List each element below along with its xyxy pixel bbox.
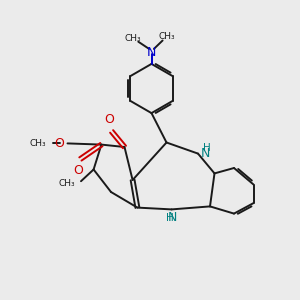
Text: O: O [73, 164, 83, 177]
Text: CH₃: CH₃ [159, 32, 176, 41]
Text: CH₃: CH₃ [30, 139, 46, 148]
Text: O: O [104, 113, 114, 126]
Text: H: H [202, 143, 210, 153]
Text: N: N [147, 46, 156, 59]
Text: N: N [201, 146, 210, 160]
Text: H: H [166, 213, 174, 223]
Text: O: O [54, 137, 64, 150]
Text: CH₃: CH₃ [59, 179, 76, 188]
Text: CH₃: CH₃ [124, 34, 141, 43]
Text: N: N [167, 211, 177, 224]
